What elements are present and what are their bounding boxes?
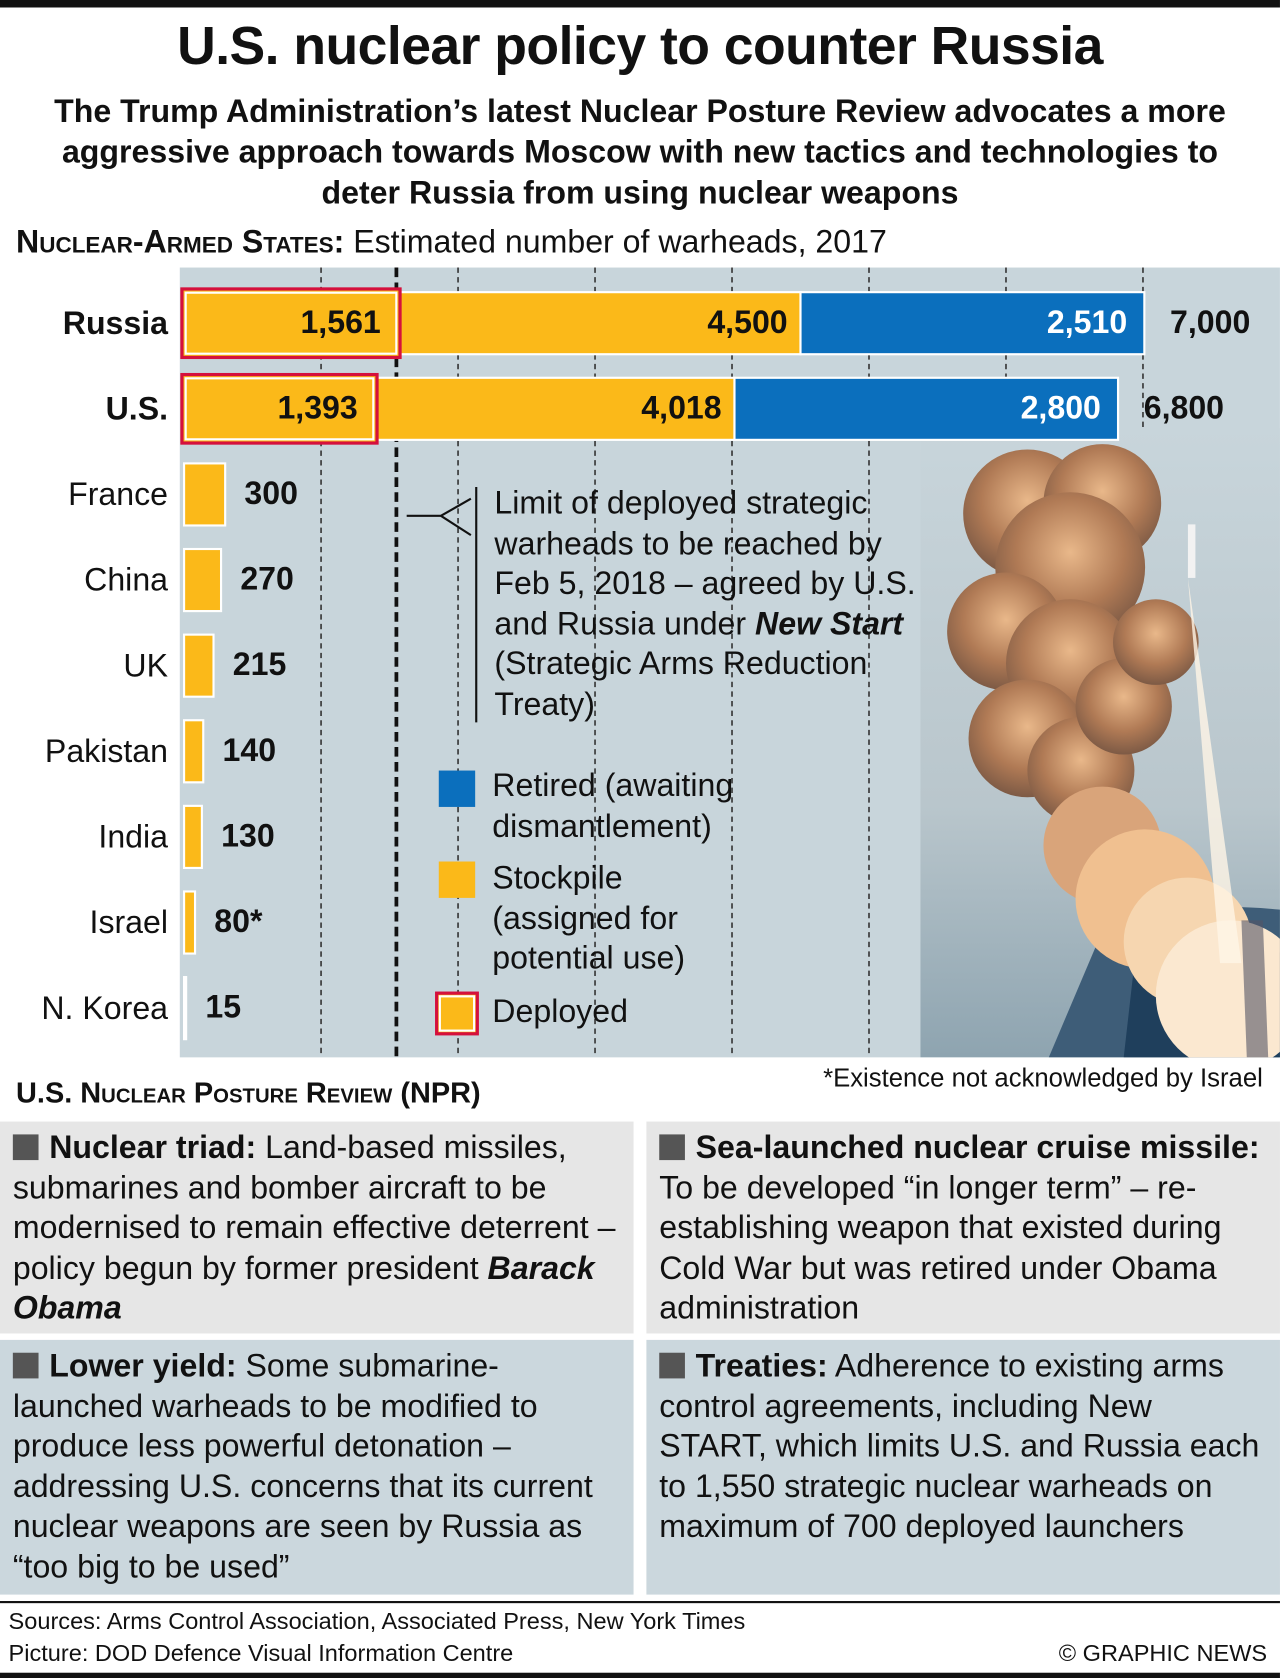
value-label: 300	[244, 475, 298, 511]
legend-swatch-inner	[438, 995, 476, 1032]
credit: © GRAPHIC NEWS	[1058, 1639, 1268, 1667]
panel-heading: Treaties:	[695, 1348, 828, 1384]
panel-text: To be developed “in longer term” – re-es…	[659, 1170, 1222, 1326]
panel-text: Some submarine-launched warheads to be m…	[12, 1348, 593, 1585]
bar-retired	[799, 291, 1146, 356]
panel-text: Adherence to existing arms control agree…	[659, 1348, 1260, 1545]
chart-heading-lead: Nuclear-Armed States:	[16, 224, 345, 261]
value-label: 80*	[214, 903, 263, 939]
bar-deployed	[180, 372, 379, 445]
value-label: 270	[240, 561, 294, 597]
total-label: 7,000	[1170, 304, 1250, 340]
legend-swatch	[435, 991, 479, 1036]
top-rule	[0, 0, 1280, 8]
annotation-emphasis: New Start	[755, 606, 904, 642]
photo	[920, 428, 1280, 1058]
panel-text: Land-based missiles, submarines and bomb…	[12, 1130, 616, 1286]
value-label: 140	[223, 732, 277, 768]
panel: Lower yield: Some submarine-launched war…	[0, 1339, 634, 1595]
category-label: Russia	[63, 305, 169, 341]
panel-heading: Sea-launched nuclear cruise missile:	[695, 1130, 1260, 1166]
bar-stockpile	[183, 547, 223, 613]
value-label: 2,800	[1021, 389, 1101, 425]
picture-credit: Picture: DOD Defence Visual Information …	[8, 1639, 514, 1667]
bottom-rule	[0, 1672, 1280, 1678]
value-label: 2,510	[1047, 304, 1127, 340]
category-label: N. Korea	[41, 990, 168, 1026]
panel: Treaties: Adherence to existing arms con…	[646, 1339, 1280, 1595]
category-label: UK	[123, 647, 168, 683]
category-label: Pakistan	[45, 733, 168, 769]
panel-heading: Lower yield:	[49, 1348, 237, 1384]
category-label: Israel	[90, 904, 168, 940]
footnote: *Existence not acknowledged by Israel	[823, 1063, 1263, 1093]
category-label: U.S.	[106, 390, 168, 426]
bar-stockpile	[183, 462, 227, 527]
chart-title: Estimated number of warheads, 2017	[353, 224, 887, 261]
bar-stockpile	[183, 633, 215, 698]
value-label: 1,393	[277, 389, 357, 425]
annotation-text: Limit of deployed strategic warheads to …	[494, 485, 916, 642]
npr-title: U.S. Nuclear Posture Review (NPR)	[16, 1076, 481, 1109]
value-label: 215	[233, 646, 287, 682]
bar-deployed	[180, 287, 402, 360]
value-label: 4,018	[641, 389, 721, 425]
total-label: 6,800	[1144, 389, 1224, 425]
category-label: India	[98, 819, 168, 855]
bar-stockpile	[183, 976, 188, 1041]
bar-deployed-inner	[184, 291, 398, 355]
legend-label: Deployed	[492, 994, 628, 1030]
value-label: 4,500	[707, 304, 787, 340]
legend-label: Stockpile (assigned for potential use)	[492, 860, 686, 977]
title: U.S. nuclear policy to counter Russia	[177, 16, 1103, 76]
annotation-leader	[406, 486, 478, 723]
value-label: 15	[205, 989, 241, 1025]
panel: Nuclear triad: Land-based missiles, subm…	[0, 1121, 634, 1334]
panel-heading: Nuclear triad:	[49, 1130, 257, 1166]
legend-swatch	[438, 770, 476, 807]
sources: Sources: Arms Control Association, Assoc…	[8, 1607, 746, 1635]
category-label: China	[84, 562, 168, 598]
legend-swatch	[438, 861, 476, 898]
annotation: Limit of deployed strategic warheads to …	[494, 484, 943, 725]
bar-deployed-inner	[184, 377, 375, 441]
value-label: 130	[221, 817, 275, 853]
value-label: 1,561	[300, 304, 380, 340]
rule	[0, 1601, 1280, 1604]
chart-heading: Nuclear-Armed States: Estimated number o…	[16, 225, 887, 261]
bar-stockpile	[183, 804, 203, 870]
legend-label: Retired (awaiting dismantlement)	[492, 768, 734, 844]
category-label: France	[68, 476, 168, 512]
annotation-text: (Strategic Arms Reduction Treaty)	[494, 646, 868, 722]
panel: Sea-launched nuclear cruise missile: To …	[646, 1121, 1280, 1334]
bar-retired	[733, 376, 1120, 441]
subtitle: The Trump Administration’s latest Nuclea…	[54, 94, 1226, 211]
bar-stockpile	[183, 719, 205, 784]
bar-stockpile	[183, 890, 197, 955]
chart: Russia 2,510 4,500 7,000 1,561 U.S. 2,800 4,018…	[41, 267, 1280, 1058]
panel-emphasis: Barack Obama	[12, 1250, 595, 1326]
